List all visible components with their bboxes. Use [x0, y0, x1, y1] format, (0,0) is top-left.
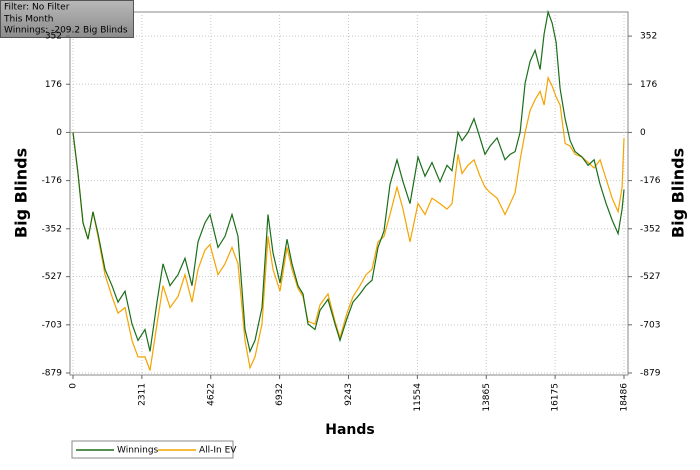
y-tick-label: -527 — [42, 272, 62, 282]
y-tick-label: -176 — [42, 176, 63, 186]
y2-tick-label: -879 — [640, 369, 661, 379]
y2-tick-label: -703 — [640, 320, 660, 330]
y-tick-label: -703 — [42, 320, 62, 330]
info-box — [0, 0, 134, 38]
x-tick-label: 9243 — [344, 383, 354, 406]
y-tick-label: -879 — [42, 369, 63, 379]
y2-tick-label: 0 — [640, 128, 646, 138]
y-tick-label: 352 — [45, 32, 62, 42]
x-tick-label: 11554 — [413, 383, 423, 412]
x-tick-label: 18486 — [620, 383, 630, 412]
y2-tick-label: -176 — [640, 176, 661, 186]
x-tick-label: 13865 — [482, 383, 492, 412]
y-tick-label: 176 — [45, 80, 62, 90]
legend-label: All-In EV — [199, 446, 237, 456]
x-tick-label: 2311 — [137, 383, 147, 406]
info-winnings: Winnings: -209.2 Big Blinds — [4, 26, 128, 36]
y-tick-label: -352 — [42, 224, 62, 234]
series-line — [72, 9, 625, 354]
info-period: This Month — [3, 15, 53, 25]
y-tick-label: 0 — [56, 128, 62, 138]
lines — [72, 9, 625, 371]
info-filter: Filter: No Filter — [4, 3, 70, 13]
x-tick-label: 4622 — [206, 383, 216, 406]
x-axis-title: Hands — [325, 422, 375, 438]
y-axis-title: Big Blinds — [12, 148, 31, 238]
y2-tick-label: 352 — [640, 32, 657, 42]
y2-tick-label: -527 — [640, 272, 660, 282]
legend-label: Winnings — [117, 446, 159, 456]
grid — [70, 12, 628, 375]
legend — [71, 440, 234, 459]
x-tick-label: 16175 — [551, 383, 561, 412]
y2-tick-label: 176 — [640, 80, 657, 90]
y2-tick-label: -352 — [640, 224, 660, 234]
x-tick-label: 0 — [69, 383, 79, 389]
series-line — [72, 75, 625, 371]
y2-axis-title: Big Blinds — [669, 148, 688, 238]
x-tick-label: 6932 — [275, 383, 285, 406]
